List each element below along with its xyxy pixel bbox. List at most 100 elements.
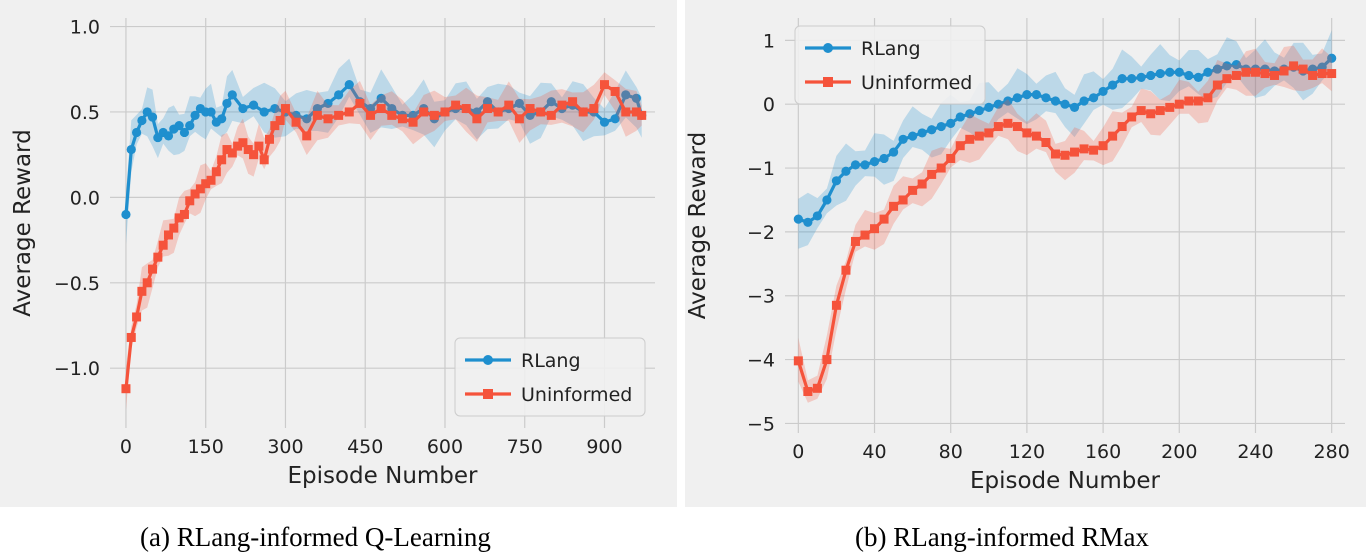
x-tick-label: 120 [1009, 441, 1045, 463]
point-rlang [1203, 67, 1213, 77]
y-tick-label: −5 [747, 413, 775, 435]
point-uninformed [1298, 64, 1308, 74]
point-rlang [888, 147, 899, 157]
point-uninformed [536, 107, 546, 117]
x-tick-label: 240 [1237, 441, 1273, 463]
point-rlang [185, 121, 195, 131]
point-uninformed [312, 110, 322, 120]
point-uninformed [955, 141, 965, 151]
point-rlang [1088, 93, 1099, 103]
point-uninformed [546, 110, 556, 120]
point-rlang [222, 98, 232, 109]
point-uninformed [1117, 122, 1127, 132]
point-rlang [1041, 93, 1051, 103]
x-axis-label: Episode Number [970, 468, 1161, 494]
point-rlang [631, 93, 641, 103]
point-rlang [302, 114, 312, 124]
point-rlang [1108, 80, 1118, 90]
chart-a-svg: −1.0 −0.5 0.0 0.5 1.0 0 150 300 450 600 750 900 Epis… [10, 17, 655, 489]
point-uninformed [1241, 67, 1251, 77]
point-uninformed [1003, 118, 1013, 128]
legend-label-rlang: RLang [861, 38, 921, 60]
point-uninformed [121, 384, 131, 394]
point-rlang [190, 110, 200, 120]
legend: RLang Uninformed [794, 25, 986, 105]
point-rlang [376, 93, 386, 103]
point-uninformed [993, 122, 1003, 132]
point-uninformed [822, 355, 832, 365]
x-tick-label: 200 [1161, 441, 1197, 463]
y-axis-label: Average Reward [10, 129, 36, 316]
point-rlang [131, 127, 142, 138]
legend-marker-rlang [823, 43, 833, 53]
legend-marker-rlang [483, 355, 493, 365]
point-uninformed [1174, 99, 1184, 109]
point-uninformed [1079, 144, 1089, 154]
point-uninformed [201, 179, 211, 189]
y-tick-label: −2 [747, 222, 775, 244]
y-tick-label: −0.5 [54, 273, 100, 295]
point-uninformed [870, 224, 880, 234]
point-uninformed [1193, 96, 1203, 106]
point-rlang [917, 128, 927, 138]
point-rlang [812, 211, 822, 221]
point-uninformed [1165, 102, 1175, 112]
point-uninformed [419, 107, 429, 117]
point-rlang [1136, 72, 1146, 82]
x-tick-label: 750 [507, 436, 543, 458]
point-uninformed [222, 145, 232, 155]
point-uninformed [1108, 131, 1118, 141]
point-uninformed [148, 264, 158, 274]
point-uninformed [233, 141, 243, 151]
point-uninformed [1136, 106, 1146, 116]
point-uninformed [1270, 70, 1280, 80]
point-rlang [1012, 93, 1022, 103]
point-rlang [546, 97, 556, 107]
x-tick-label: 40 [862, 441, 886, 463]
point-rlang [126, 144, 136, 155]
legend-label-uninformed: Uninformed [521, 384, 632, 406]
point-rlang [1098, 86, 1108, 97]
point-uninformed [812, 383, 822, 393]
legend-box [794, 25, 986, 105]
point-rlang [841, 166, 851, 176]
point-rlang [831, 176, 842, 186]
point-uninformed [344, 107, 354, 117]
point-rlang [850, 160, 861, 170]
point-uninformed [1250, 67, 1260, 77]
point-uninformed [1317, 69, 1327, 79]
point-rlang [1127, 74, 1137, 84]
point-uninformed [1231, 70, 1241, 80]
point-uninformed [429, 110, 439, 120]
point-uninformed [190, 189, 200, 199]
point-rlang [869, 157, 880, 167]
point-uninformed [557, 100, 567, 110]
point-uninformed [803, 387, 813, 396]
point-rlang [1146, 70, 1156, 81]
point-uninformed [1089, 145, 1099, 155]
data-layer [121, 58, 647, 410]
y-tick-label: −4 [747, 350, 775, 372]
point-uninformed [1127, 112, 1137, 122]
point-rlang [259, 107, 269, 117]
point-rlang [217, 114, 227, 124]
point-rlang [525, 110, 535, 120]
chart-panel-a: −1.0 −0.5 0.0 0.5 1.0 0 150 300 450 600 750 900 Epis… [0, 0, 677, 507]
point-uninformed [1050, 149, 1060, 159]
point-uninformed [917, 179, 927, 189]
point-uninformed [302, 131, 312, 141]
y-tick-label: 0.0 [70, 187, 100, 209]
point-rlang [860, 160, 870, 170]
point-uninformed [483, 104, 493, 114]
point-uninformed [142, 278, 152, 288]
point-uninformed [254, 141, 264, 151]
point-uninformed [132, 312, 142, 322]
point-uninformed [984, 128, 994, 138]
point-uninformed [270, 121, 280, 131]
point-rlang [974, 105, 984, 116]
legend-label-uninformed: Uninformed [861, 72, 972, 94]
y-axis-label: Average Reward [685, 132, 711, 319]
caption-a: (a) RLang-informed Q-Learning [140, 522, 491, 552]
point-rlang [1155, 68, 1165, 79]
point-rlang [387, 103, 397, 114]
